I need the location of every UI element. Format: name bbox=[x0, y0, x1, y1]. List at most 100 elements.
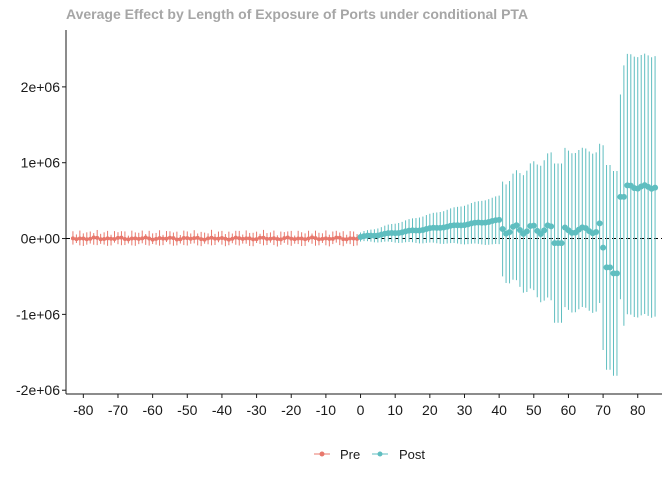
pre-point bbox=[327, 236, 332, 241]
pre-point bbox=[303, 237, 308, 242]
y-tick-label: -2e+06 bbox=[16, 382, 60, 398]
post-point bbox=[506, 229, 513, 236]
pre-point bbox=[95, 235, 100, 240]
post-point bbox=[558, 240, 565, 247]
post-point bbox=[593, 228, 600, 235]
pre-point bbox=[264, 236, 269, 241]
post-point bbox=[600, 244, 607, 251]
x-tick-label: 80 bbox=[630, 402, 646, 418]
legend-label: Post bbox=[399, 447, 425, 462]
pre-point bbox=[88, 236, 93, 241]
pre-point bbox=[161, 236, 166, 241]
legend-key-point bbox=[377, 451, 383, 457]
post-point bbox=[499, 225, 506, 232]
pre-point bbox=[261, 235, 266, 240]
post-point bbox=[523, 228, 530, 235]
pre-point bbox=[129, 236, 134, 241]
pre-point bbox=[213, 236, 217, 241]
x-tick-label: 40 bbox=[491, 402, 507, 418]
x-tick-label: -20 bbox=[281, 402, 301, 418]
pre-point bbox=[289, 236, 294, 241]
y-tick-label: 2e+06 bbox=[21, 79, 61, 95]
post-point bbox=[496, 216, 503, 223]
pre-point bbox=[133, 236, 138, 241]
pre-point bbox=[202, 237, 207, 242]
pre-point bbox=[119, 235, 124, 240]
pre-point bbox=[109, 236, 114, 241]
post-point bbox=[541, 227, 548, 234]
pre-point bbox=[251, 237, 256, 242]
pre-point bbox=[81, 236, 86, 241]
pre-point bbox=[306, 236, 311, 241]
pre-point bbox=[181, 236, 186, 241]
pre-point bbox=[70, 236, 75, 241]
pre-point bbox=[209, 235, 214, 240]
x-tick-label: 10 bbox=[387, 402, 403, 418]
y-tick-label: 0e+00 bbox=[21, 231, 61, 247]
x-tick-label: -70 bbox=[108, 402, 128, 418]
y-tick-label: 1e+06 bbox=[21, 155, 61, 171]
pre-point bbox=[150, 237, 155, 242]
pre-point bbox=[316, 237, 321, 242]
pre-point bbox=[233, 235, 238, 240]
pre-point bbox=[344, 237, 349, 242]
pre-point bbox=[157, 236, 162, 241]
pre-point bbox=[244, 236, 249, 241]
post-point bbox=[620, 193, 627, 200]
pre-point bbox=[206, 236, 211, 241]
pre-point bbox=[351, 236, 356, 241]
pre-point bbox=[341, 237, 346, 242]
pre-point bbox=[296, 236, 301, 241]
x-tick-label: 70 bbox=[595, 402, 611, 418]
pre-point bbox=[226, 237, 231, 242]
x-tick-label: 30 bbox=[457, 402, 473, 418]
pre-point bbox=[258, 235, 263, 240]
pre-point bbox=[136, 236, 141, 241]
pre-point bbox=[188, 236, 193, 241]
pre-point bbox=[292, 237, 297, 242]
pre-point bbox=[216, 236, 221, 241]
pre-point bbox=[282, 236, 287, 241]
pre-point bbox=[174, 237, 179, 242]
pre-point bbox=[122, 236, 127, 241]
pre-point bbox=[337, 235, 342, 240]
pre-point bbox=[84, 237, 89, 242]
pre-point bbox=[330, 236, 335, 241]
x-tick-label: 50 bbox=[526, 402, 542, 418]
post-series bbox=[357, 53, 659, 376]
chart-title: Average Effect by Length of Exposure of … bbox=[66, 6, 529, 22]
pre-point bbox=[102, 236, 107, 241]
pre-point bbox=[313, 236, 318, 241]
pre-point bbox=[91, 235, 96, 240]
pre-point bbox=[115, 235, 120, 240]
pre-point bbox=[154, 236, 159, 241]
pre-point bbox=[275, 236, 280, 241]
post-point bbox=[596, 220, 603, 227]
x-tick-label: -30 bbox=[246, 402, 266, 418]
pre-point bbox=[74, 237, 79, 242]
pre-series bbox=[70, 229, 360, 247]
post-point bbox=[513, 222, 520, 229]
post-point bbox=[516, 226, 523, 233]
pre-point bbox=[223, 236, 228, 241]
post-point bbox=[613, 270, 620, 277]
pre-point bbox=[320, 236, 325, 241]
x-tick-label: 60 bbox=[561, 402, 577, 418]
pre-point bbox=[247, 236, 252, 241]
pre-point bbox=[285, 235, 290, 240]
post-point bbox=[652, 184, 659, 191]
pre-point bbox=[271, 236, 276, 241]
x-tick-label: -60 bbox=[143, 402, 163, 418]
legend: Pre Post bbox=[314, 447, 425, 462]
x-tick-label: -80 bbox=[73, 402, 93, 418]
pre-point bbox=[195, 235, 200, 240]
pre-point bbox=[240, 236, 245, 241]
pre-point bbox=[147, 236, 152, 241]
post-point bbox=[548, 223, 555, 230]
pre-point bbox=[178, 237, 183, 242]
pre-point bbox=[98, 237, 103, 242]
post-point bbox=[607, 264, 614, 271]
pre-point bbox=[126, 237, 131, 242]
pre-point bbox=[77, 236, 82, 241]
